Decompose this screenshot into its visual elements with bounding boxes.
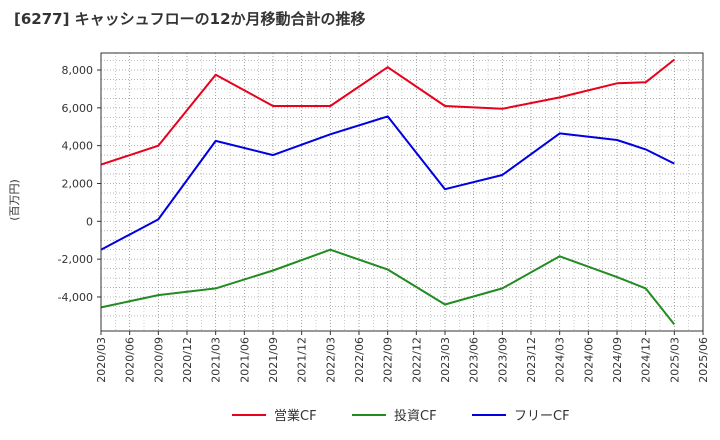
series-line-0 [100, 58, 675, 166]
x-tick-label: 2025/03 [668, 337, 681, 383]
x-tick-label: 2021/03 [210, 337, 223, 383]
x-tick-label: 2024/12 [640, 337, 653, 383]
series-line-1 [100, 248, 676, 326]
y-axis-label: (百万円) [8, 179, 21, 221]
x-tick-label: 2022/12 [410, 337, 423, 383]
x-tick-label: 2022/03 [324, 337, 337, 383]
series-line-2 [100, 115, 675, 251]
x-tick-label: 2022/09 [382, 337, 395, 383]
x-axis-ticks: 2020/03 2020/06 2020/09 2020/12 2021/03 2021/… [95, 331, 710, 383]
x-tick-label: 2021/06 [238, 337, 251, 383]
legend-label: 営業CF [274, 408, 317, 424]
y-tick-label: -2,000 [58, 253, 93, 266]
y-tick-label: 8,000 [62, 64, 94, 77]
legend-label: 投資CF [394, 408, 437, 424]
legend-label: フリーCF [514, 409, 570, 424]
plot-frame [100, 52, 704, 332]
y-tick-label: 4,000 [62, 140, 94, 153]
x-tick-label: 2023/03 [439, 337, 452, 383]
x-tick-label: 2024/06 [582, 337, 595, 383]
x-tick-label: 2020/03 [95, 337, 108, 383]
y-tick-label: 0 [86, 215, 93, 228]
y-tick-label: 2,000 [62, 177, 94, 190]
x-tick-label: 2025/06 [697, 337, 710, 383]
y-axis-ticks: 8,000 6,000 4,000 2,000 0 -2,000 -4,000 [58, 64, 101, 304]
x-tick-label: 2023/06 [468, 337, 481, 383]
x-tick-label: 2021/09 [267, 337, 280, 383]
series [100, 58, 676, 326]
x-tick-label: 2024/03 [554, 337, 567, 383]
chart-title: [6277] キャッシュフローの12か月移動合計の推移 [14, 10, 366, 28]
y-tick-label: -4,000 [58, 291, 93, 304]
x-tick-label: 2022/06 [353, 337, 366, 383]
x-tick-label: 2024/09 [611, 337, 624, 383]
x-tick-label: 2020/09 [152, 337, 165, 383]
x-tick-label: 2023/09 [496, 337, 509, 383]
x-tick-label: 2020/06 [124, 337, 137, 383]
x-tick-label: 2021/12 [296, 337, 309, 383]
x-tick-label: 2020/12 [181, 337, 194, 383]
x-tick-label: 2023/12 [525, 337, 538, 383]
y-tick-label: 6,000 [62, 102, 94, 115]
legend: 営業CF 投資CF フリーCF [232, 408, 570, 424]
